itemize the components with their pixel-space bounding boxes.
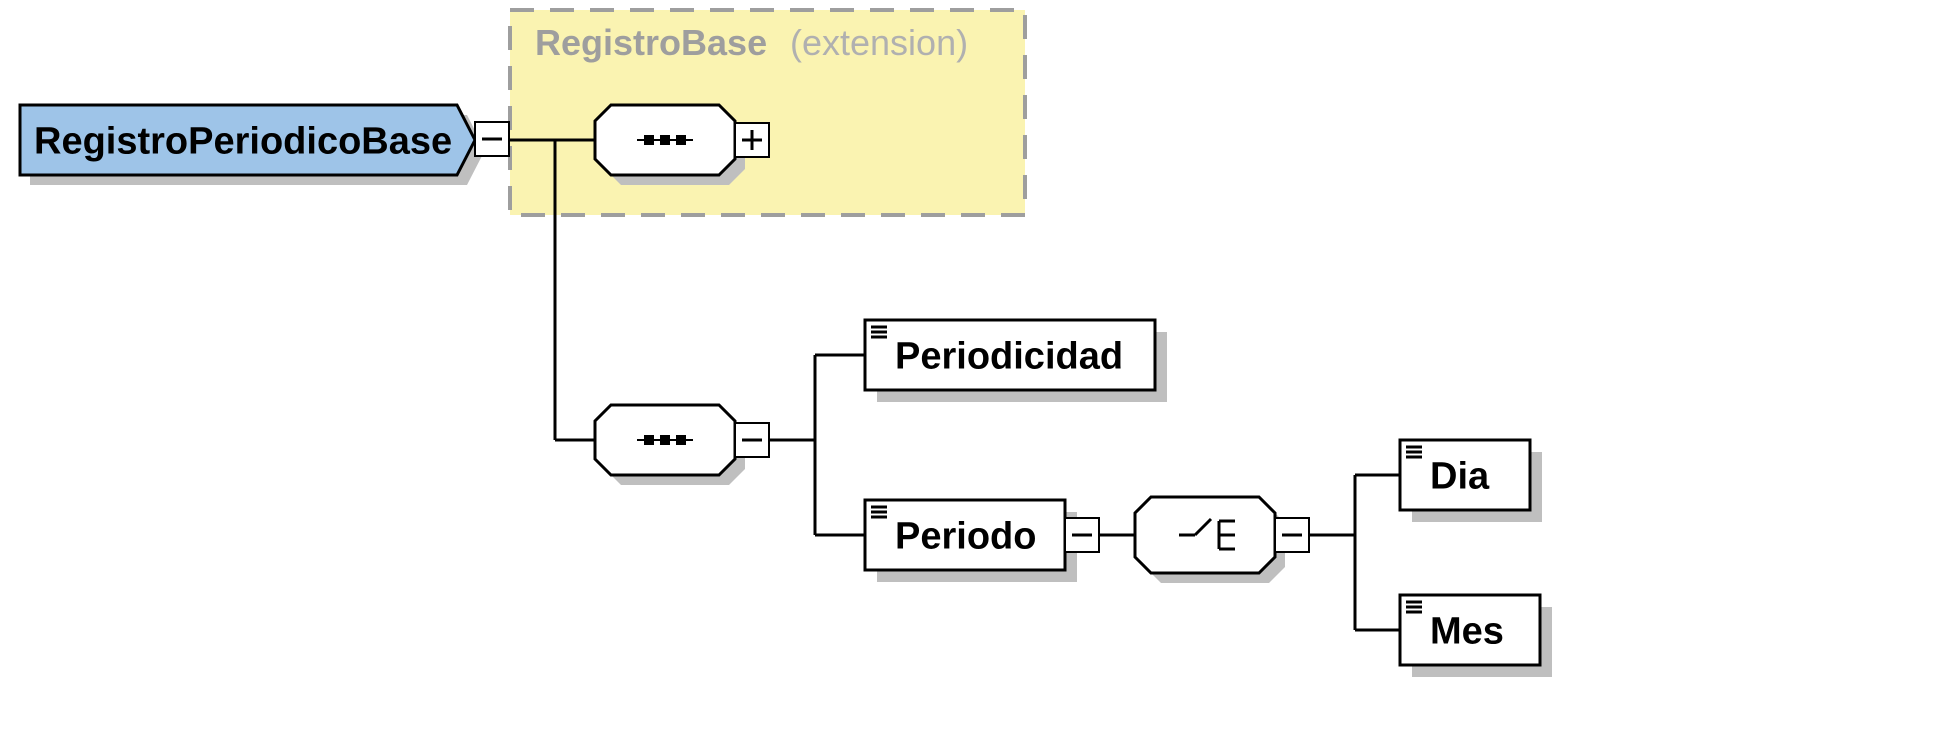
svg-text:Dia: Dia — [1430, 455, 1490, 497]
root-label: RegistroPeriodicoBase — [34, 120, 452, 162]
svg-text:Mes: Mes — [1430, 610, 1504, 652]
svg-text:Periodicidad: Periodicidad — [895, 335, 1123, 377]
extension-label-paren: (extension) — [790, 22, 968, 63]
schema-diagram: RegistroBase (extension) RegistroPeriodic… — [0, 0, 1946, 754]
extension-label: RegistroBase — [535, 22, 767, 63]
svg-text:Periodo: Periodo — [895, 515, 1036, 557]
